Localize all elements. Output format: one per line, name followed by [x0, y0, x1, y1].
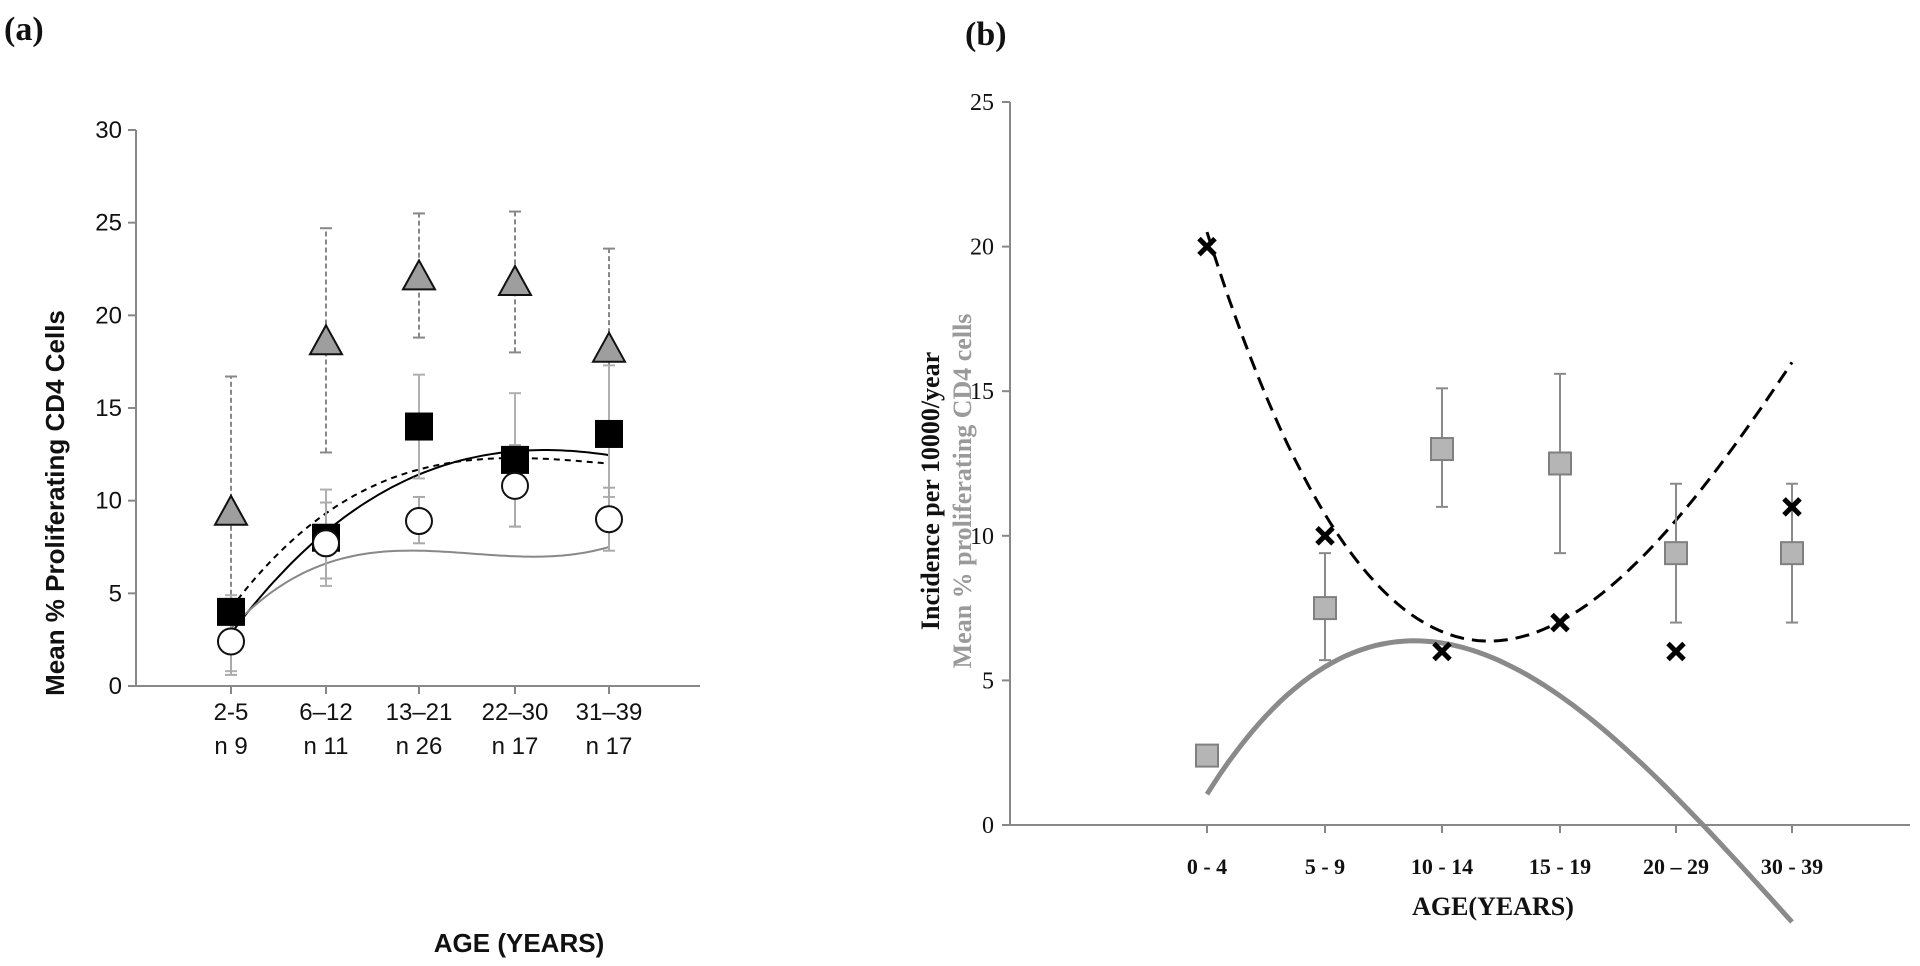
panel-a-label: (a)	[4, 11, 44, 48]
chart-a-square-point	[405, 412, 433, 441]
chart-a-circle-point	[217, 627, 245, 656]
chart-b-square-point	[1195, 743, 1219, 768]
chart-b: 0 5 10 15 20 25 0 - 4 5 - 9 10 - 14 15 - 19 20 – 2…	[916, 90, 1910, 924]
chart-b-x-tick-label: 30 - 39	[1761, 854, 1823, 879]
chart-a-triangle-point	[497, 263, 533, 296]
chart-a-y-tick-label: 10	[95, 488, 122, 515]
chart-a-y-tick-label: 30	[95, 117, 122, 144]
chart-b-x-point	[1666, 641, 1686, 662]
chart-b-error-bars	[1319, 372, 1798, 662]
chart-a-x-tick-label: 31–39	[576, 699, 643, 726]
chart-b-trendline-proliferating	[1204, 638, 1794, 924]
chart-b-x-tick-label: 20 – 29	[1643, 854, 1709, 879]
chart-b-y-tick-label: 25	[970, 90, 994, 116]
chart-a-y-axis-title: Mean % Proliferating CD4 Cells	[40, 310, 70, 696]
chart-b-x-point	[1782, 497, 1802, 517]
chart-a-x-tick-label: 6–12	[299, 699, 352, 726]
chart-b-x-tick-label: 10 - 14	[1411, 854, 1473, 879]
chart-a-x-tick-label: 22–30	[482, 699, 549, 726]
chart-a-y-tick-label: 5	[109, 580, 122, 607]
chart-a-x-tick-label: 13–21	[386, 699, 453, 726]
chart-a: 0 5 10 15 20 25 30 2-5 n 9 6–12 n 11 13–21 n 26 22–30…	[40, 117, 700, 958]
chart-a-y-tick-label: 15	[95, 395, 122, 422]
chart-a-circle-point	[312, 529, 340, 558]
chart-a-x-n-label: n 9	[214, 733, 247, 760]
chart-b-x-point-stroke	[1666, 641, 1686, 662]
chart-b-x-point-stroke	[1315, 526, 1335, 546]
chart-b-y-tick-label: 5	[982, 668, 994, 694]
chart-b-square-point	[1313, 596, 1337, 621]
chart-a-y-tick-label: 0	[109, 673, 122, 700]
chart-a-circle-point	[501, 471, 529, 500]
chart-a-axes	[128, 129, 700, 694]
chart-a-circle-point	[405, 507, 433, 536]
chart-b-x-point	[1315, 526, 1335, 546]
chart-a-x-n-label: n 26	[396, 733, 443, 760]
chart-a-y-tick-label: 20	[95, 302, 122, 329]
chart-b-y-tick-label: 15	[970, 379, 994, 405]
chart-b-square-point	[1430, 437, 1454, 462]
chart-b-square-point	[1780, 541, 1804, 566]
chart-b-x-tick-label: 5 - 9	[1305, 854, 1345, 879]
chart-a-triangle-point	[213, 493, 249, 526]
chart-a-x-n-label: n 17	[492, 733, 539, 760]
chart-b-square-point	[1548, 451, 1572, 476]
chart-b-y-axis-title-proliferating: Mean % proliferating CD4 cells	[948, 314, 977, 669]
chart-a-square-point	[217, 597, 245, 626]
panel-b-label: (b)	[965, 16, 1007, 53]
chart-a-triangle-point	[591, 330, 627, 363]
chart-b-x-tick-label: 0 - 4	[1187, 854, 1227, 879]
chart-a-trendline	[230, 456, 610, 609]
chart-a-square-point	[595, 419, 623, 448]
chart-b-labels: 0 5 10 15 20 25 0 - 4 5 - 9 10 - 14 15 - 19 20 – 2…	[970, 90, 1823, 879]
chart-b-x-point	[1550, 612, 1570, 633]
chart-b-x-point-stroke	[1432, 641, 1452, 662]
chart-b-x-point-stroke	[1550, 612, 1570, 633]
chart-b-x-tick-label: 15 - 19	[1529, 854, 1591, 879]
chart-b-x-point-stroke	[1197, 236, 1217, 257]
chart-a-labels: 0 5 10 15 20 25 30 2-5 n 9 6–12 n 11 13–21 n 26 22–30…	[95, 117, 642, 760]
chart-a-triangle-point	[401, 258, 437, 291]
chart-a-x-axis-title: AGE (YEARS)	[434, 928, 604, 958]
chart-b-markers	[1195, 236, 1804, 768]
chart-a-trendline	[230, 546, 610, 630]
chart-b-y-tick-label: 10	[970, 524, 994, 550]
chart-a-triangle-point	[308, 323, 344, 356]
chart-a-x-tick-label: 2-5	[214, 699, 249, 726]
chart-b-trendlines	[1204, 231, 1794, 924]
chart-b-trendline-incidence	[1205, 231, 1794, 643]
chart-a-square-point	[501, 445, 529, 474]
chart-a-circle-point	[595, 505, 623, 534]
chart-b-x-axis-title: AGE(YEARS)	[1412, 892, 1574, 921]
chart-a-x-n-label: n 17	[586, 733, 633, 760]
chart-b-square-point	[1664, 541, 1688, 566]
chart-b-axes	[1002, 101, 1910, 833]
chart-a-x-n-label: n 11	[304, 733, 349, 760]
chart-b-x-point	[1432, 641, 1452, 662]
chart-a-markers	[213, 258, 627, 656]
chart-b-y-axis-title-incidence: Incidence per 10000/year	[916, 352, 945, 630]
chart-b-y-tick-label: 0	[982, 813, 994, 839]
chart-b-x-point-stroke	[1782, 497, 1802, 517]
chart-a-y-tick-label: 25	[95, 210, 122, 237]
chart-b-x-point	[1197, 236, 1217, 257]
chart-b-y-tick-label: 20	[970, 235, 994, 261]
